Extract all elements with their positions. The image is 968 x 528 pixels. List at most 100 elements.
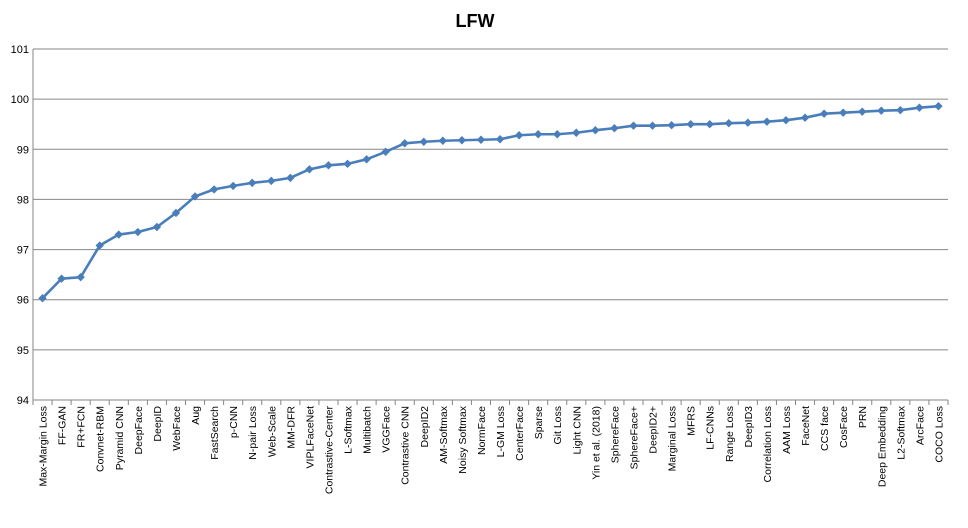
x-tick-label: Max-Margin Loss [38, 406, 50, 487]
data-point-marker [591, 126, 600, 135]
data-point-marker [495, 135, 505, 144]
data-point-marker [171, 208, 181, 218]
data-point-marker [667, 121, 676, 130]
x-tick-label: DeepFace [133, 406, 145, 455]
y-tick-label: 101 [11, 44, 29, 56]
x-tick-label: MFRS [686, 406, 698, 436]
x-axis-tick-labels: Max-Margin Loss FF-GAN FR+FCN Convnet-RBM Py… [38, 405, 946, 494]
series-line [41, 104, 939, 300]
data-point-marker [476, 135, 486, 144]
y-tick-label: 99 [17, 144, 29, 156]
axes [32, 49, 949, 405]
x-tick-label: Web-Scale [266, 406, 278, 457]
data-point-marker [762, 117, 772, 126]
data-point-marker [553, 130, 562, 139]
data-point-marker [743, 118, 753, 127]
x-tick-label: Yin et al. (2018) [590, 406, 602, 480]
x-tick-label: DeepID2 [419, 406, 431, 448]
x-tick-label: DeepID [152, 406, 164, 442]
x-tick-label: p-CNN [228, 406, 240, 438]
x-tick-label: Aug [190, 406, 202, 425]
data-point-marker [381, 147, 390, 156]
data-point-marker [248, 178, 257, 188]
data-point-marker [38, 294, 47, 303]
x-tick-label: VGGFace [381, 406, 393, 453]
x-tick-label: L-Softmax [343, 405, 355, 454]
x-tick-label: DeepID2+ [648, 406, 660, 454]
x-tick-label: FastSearch [209, 406, 221, 460]
x-tick-label: Git Loss [552, 406, 564, 445]
data-point-marker [324, 161, 333, 170]
x-tick-label: CCS face [819, 406, 831, 451]
data-point-marker [209, 185, 219, 194]
x-tick-label: Contrastive-Center [323, 406, 335, 495]
x-tick-label: Multibatch [362, 406, 374, 454]
data-point-marker [114, 230, 123, 239]
y-tick-label: 100 [11, 94, 29, 106]
x-tick-label: ArcFace [914, 406, 926, 445]
x-tick-label: SphereFace+ [628, 406, 640, 469]
x-tick-label: AAM Loss [781, 406, 793, 454]
data-point-marker [648, 121, 657, 130]
series-layer [38, 101, 943, 303]
data-point-marker [419, 137, 428, 146]
data-point-marker [858, 107, 867, 116]
data-point-marker [896, 105, 905, 115]
data-point-marker [400, 139, 409, 148]
x-tick-label: Contrastive CNN [400, 406, 412, 485]
x-tick-label: Pyramid CNN [114, 406, 126, 470]
x-tick-label: CosFace [838, 406, 850, 448]
data-point-marker [76, 272, 85, 282]
x-tick-label: MM-DFR [285, 406, 297, 449]
data-point-marker [362, 155, 371, 164]
data-point-marker [57, 274, 66, 283]
x-tick-label: L2-Softmax [895, 405, 907, 459]
x-tick-label: FF-GAN [57, 406, 69, 445]
data-point-marker [190, 192, 200, 201]
data-point-marker [572, 128, 581, 137]
data-point-marker [305, 165, 314, 174]
data-point-marker [781, 116, 791, 125]
x-tick-label: Range Loss [724, 406, 736, 462]
x-tick-label: Marginal Loss [667, 406, 679, 471]
y-tick-label: 97 [17, 245, 29, 257]
data-point-marker [95, 241, 104, 250]
x-tick-label: Noisy Softmax [457, 405, 469, 473]
gridlines [33, 48, 948, 351]
data-point-marker [838, 108, 848, 117]
data-point-marker [877, 106, 886, 115]
data-point-marker [915, 103, 924, 112]
x-tick-label: CenterFace [514, 406, 526, 461]
y-tick-label: 96 [17, 295, 29, 307]
x-tick-label: AM-Softmax [438, 405, 450, 464]
x-tick-label: COCO Loss [933, 406, 945, 463]
data-point-marker [533, 130, 543, 139]
data-point-marker [724, 119, 733, 128]
y-tick-label: 98 [17, 194, 29, 206]
x-tick-label: Light CNN [571, 406, 583, 454]
y-tick-label: 94 [17, 395, 29, 407]
data-point-marker [629, 121, 638, 130]
data-point-marker [800, 113, 810, 122]
x-tick-label: PRN [857, 406, 869, 428]
data-point-marker [228, 181, 238, 191]
x-tick-label: LF-CNNs [705, 406, 717, 450]
x-tick-label: Sparse [533, 406, 545, 439]
x-tick-label: N-pair Loss [247, 406, 259, 460]
x-tick-label: DeepID3 [743, 406, 755, 448]
y-tick-label: 95 [17, 345, 29, 357]
data-point-marker [934, 101, 943, 111]
data-point-marker [438, 136, 448, 145]
data-point-marker [705, 120, 714, 129]
x-tick-label: NormFace [476, 406, 488, 455]
x-tick-label: FR+FCN [76, 406, 88, 448]
x-tick-label: VIPLFaceNet [304, 406, 316, 469]
chart-title: LFW [456, 11, 495, 31]
data-point-marker [514, 131, 524, 140]
data-point-marker [819, 109, 829, 118]
x-tick-label: SphereFace [609, 406, 621, 463]
data-point-marker [133, 227, 143, 237]
data-point-marker [286, 173, 295, 183]
x-tick-label: Deep Embedding [876, 406, 888, 487]
